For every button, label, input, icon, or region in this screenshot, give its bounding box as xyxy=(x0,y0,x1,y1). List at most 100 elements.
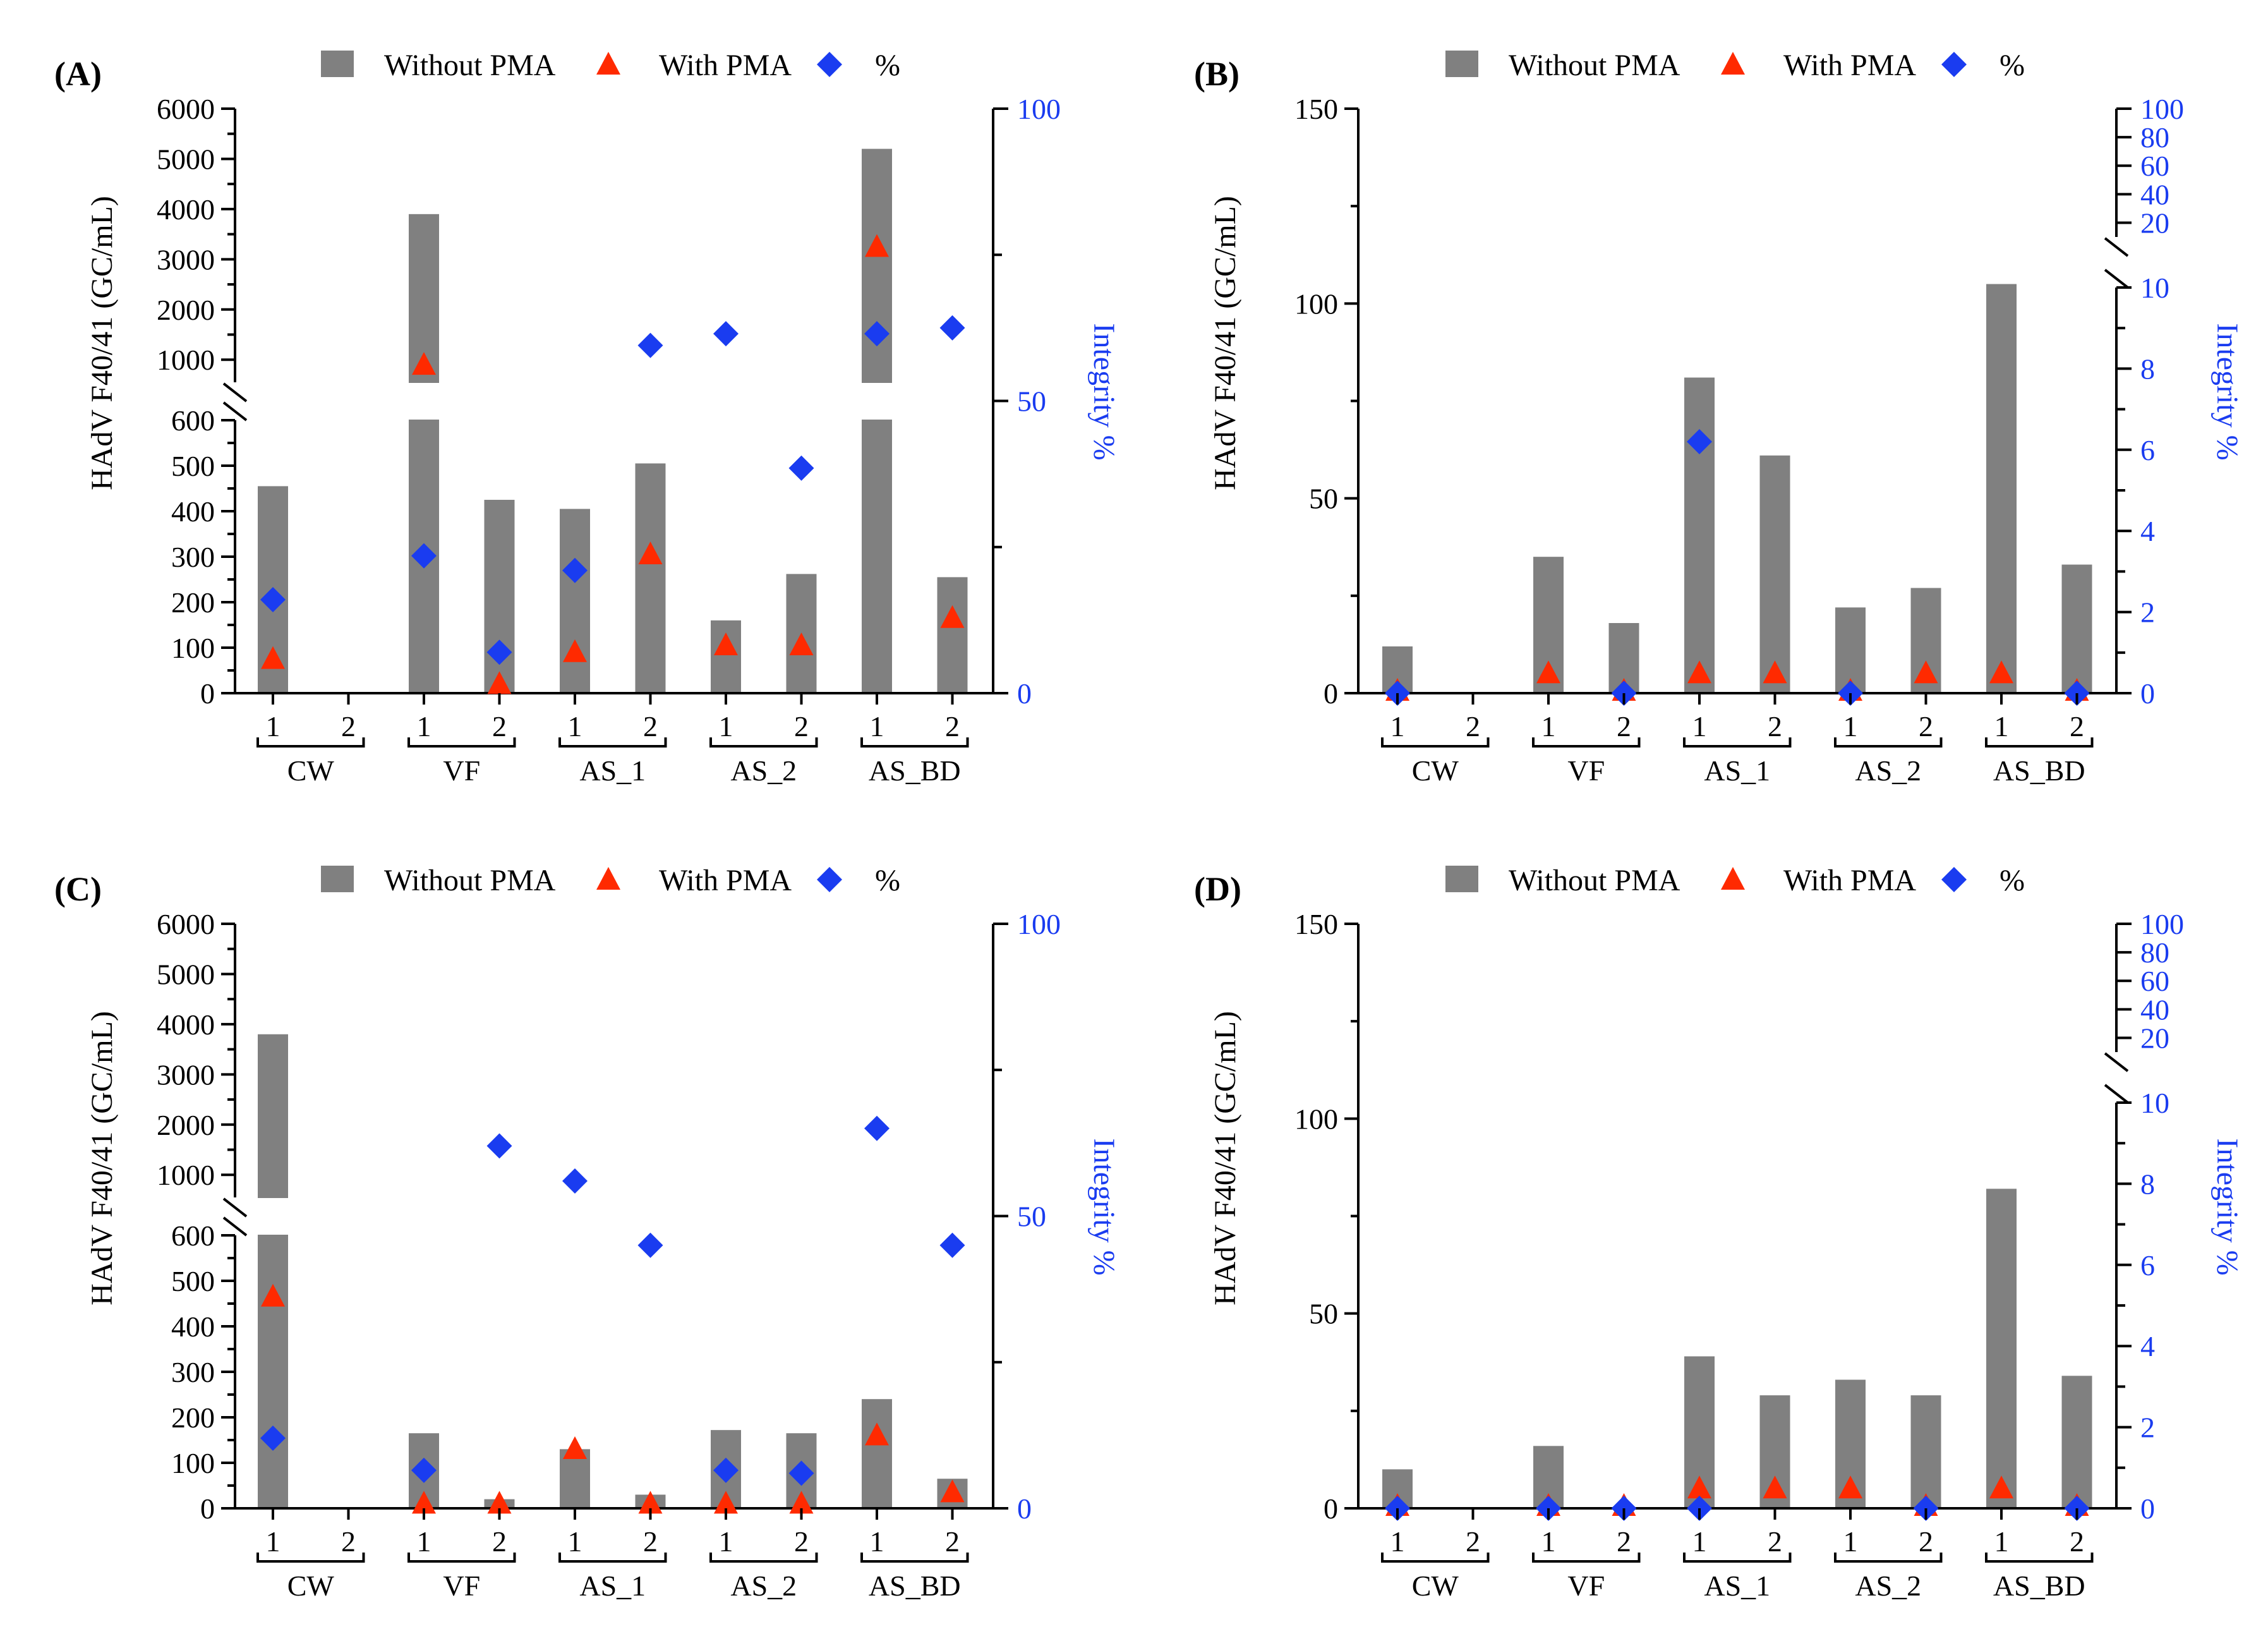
bar-break-gap xyxy=(860,383,893,420)
y2-tick-label: 8 xyxy=(2140,353,2155,385)
with-pma-point xyxy=(261,1283,285,1307)
panel-letter: (A) xyxy=(54,55,102,93)
chart-panel-a: (A) Without PMA With PMA % HAdV F40/41 (GC/m… xyxy=(54,49,1121,787)
y-tick-label: 100 xyxy=(1294,1103,1338,1135)
bar-without-pma xyxy=(1986,1189,2017,1508)
with-pma-point xyxy=(1536,660,1560,684)
y-tick-label: 2000 xyxy=(157,294,215,326)
group-bracket xyxy=(558,1553,667,1563)
x-subcategory-label: 2 xyxy=(341,710,356,742)
x-subcategory-label: 2 xyxy=(2070,710,2084,742)
x-group-label: VF xyxy=(1567,754,1605,787)
x-subcategory-label: 2 xyxy=(1617,710,1631,742)
y2-tick-label: 0 xyxy=(1017,677,1032,710)
integrity-point xyxy=(562,1168,588,1194)
y2-tick-label: 20 xyxy=(2140,207,2169,239)
y-tick-label: 200 xyxy=(171,1402,215,1434)
x-subcategory-label: 1 xyxy=(568,710,582,742)
legend-pct-label: % xyxy=(2000,864,2025,897)
chart-panel-b: (B) Without PMA With PMA % HAdV F40/41 (GC/m… xyxy=(1194,49,2244,787)
with-pma-point xyxy=(1989,660,2013,684)
x-subcategory-label: 2 xyxy=(1617,1525,1631,1558)
legend-pct-label: % xyxy=(875,49,900,82)
x-subcategory-label: 2 xyxy=(794,1525,809,1558)
y2-tick-label: 60 xyxy=(2140,965,2169,997)
x-subcategory-label: 1 xyxy=(568,1525,582,1558)
legend-without-label: Without PMA xyxy=(384,49,556,82)
y2-tick-label: 100 xyxy=(1017,93,1061,125)
with-pma-point xyxy=(261,646,285,669)
x-subcategory-label: 1 xyxy=(1390,710,1405,742)
x-group-label: AS_2 xyxy=(730,754,797,787)
bar-without-pma xyxy=(2061,564,2092,693)
with-pma-point xyxy=(1687,660,1711,684)
legend-without-swatch xyxy=(321,866,354,892)
y2-tick-label: 50 xyxy=(1017,1201,1046,1233)
legend-without-swatch xyxy=(1445,866,1478,892)
integrity-point xyxy=(486,1133,512,1159)
x-group-label: AS_BD xyxy=(869,1570,961,1602)
y-tick-label: 400 xyxy=(171,495,215,528)
x-group-label: AS_BD xyxy=(869,754,961,787)
integrity-point xyxy=(562,557,588,583)
x-subcategory-label: 2 xyxy=(945,1525,960,1558)
bar-without-pma xyxy=(1684,377,1715,693)
y2-tick-label: 50 xyxy=(1017,385,1046,418)
with-pma-point xyxy=(638,1491,663,1514)
with-pma-point xyxy=(714,633,738,655)
group-bracket xyxy=(1683,737,1792,748)
y-tick-label: 150 xyxy=(1294,908,1338,940)
integrity-point xyxy=(486,639,512,665)
y-tick-label: 1000 xyxy=(157,1159,215,1191)
group-bracket xyxy=(1985,1553,2094,1563)
integrity-point xyxy=(411,543,437,569)
y-tick-label: 150 xyxy=(1294,93,1338,125)
with-pma-point xyxy=(412,352,436,375)
x-group-label: CW xyxy=(287,754,335,787)
y2-tick-label: 4 xyxy=(2140,515,2155,547)
y-axis-label: HAdV F40/41 (GC/mL) xyxy=(85,196,119,490)
legend-pct-label: % xyxy=(2000,49,2025,82)
bar-without-pma xyxy=(711,620,741,693)
panel-letter: (D) xyxy=(1194,870,1241,908)
with-pma-point xyxy=(563,1436,587,1459)
y-tick-label: 300 xyxy=(171,1356,215,1388)
x-group-label: VF xyxy=(1567,1570,1605,1602)
legend-with-label: With PMA xyxy=(1783,864,1916,897)
y-tick-label: 6000 xyxy=(157,93,215,125)
integrity-point xyxy=(411,1457,437,1483)
y2-tick-label: 0 xyxy=(1017,1493,1032,1525)
group-bracket xyxy=(1683,1553,1792,1563)
legend-pct-label: % xyxy=(875,864,900,897)
y-tick-label: 3000 xyxy=(157,1058,215,1091)
bar-without-pma xyxy=(937,577,968,693)
y-tick-label: 600 xyxy=(171,1220,215,1252)
legend-with-label: With PMA xyxy=(1783,49,1916,82)
panel-letter: (B) xyxy=(1194,55,1240,93)
x-subcategory-label: 2 xyxy=(492,710,507,742)
x-subcategory-label: 2 xyxy=(492,1525,507,1558)
legend-pct-marker xyxy=(1941,867,1967,892)
y2-tick-label: 100 xyxy=(2140,908,2184,940)
group-bracket xyxy=(1532,1553,1641,1563)
with-pma-point xyxy=(1914,660,1938,684)
bar-without-pma xyxy=(2061,1376,2092,1508)
x-subcategory-label: 2 xyxy=(2070,1525,2084,1558)
y2-tick-label: 2 xyxy=(2140,596,2155,629)
x-subcategory-label: 2 xyxy=(643,1525,658,1558)
legend-pct-marker xyxy=(817,52,842,77)
with-pma-point xyxy=(1838,1475,1862,1499)
integrity-point xyxy=(713,321,739,347)
integrity-point xyxy=(260,1426,286,1451)
x-subcategory-label: 1 xyxy=(870,710,884,742)
y-axis-label: HAdV F40/41 (GC/mL) xyxy=(1209,196,1242,490)
x-subcategory-label: 2 xyxy=(1466,710,1480,742)
bar-without-pma xyxy=(1910,1395,1941,1508)
y2-axis-label: Integrity % xyxy=(2211,1138,2244,1275)
y2-tick-label: 0 xyxy=(2140,1493,2155,1525)
x-subcategory-label: 1 xyxy=(719,1525,733,1558)
x-subcategory-label: 1 xyxy=(1541,1525,1556,1558)
legend-without-label: Without PMA xyxy=(384,864,556,897)
x-subcategory-label: 2 xyxy=(341,1525,356,1558)
legend-pct-marker xyxy=(817,867,842,892)
